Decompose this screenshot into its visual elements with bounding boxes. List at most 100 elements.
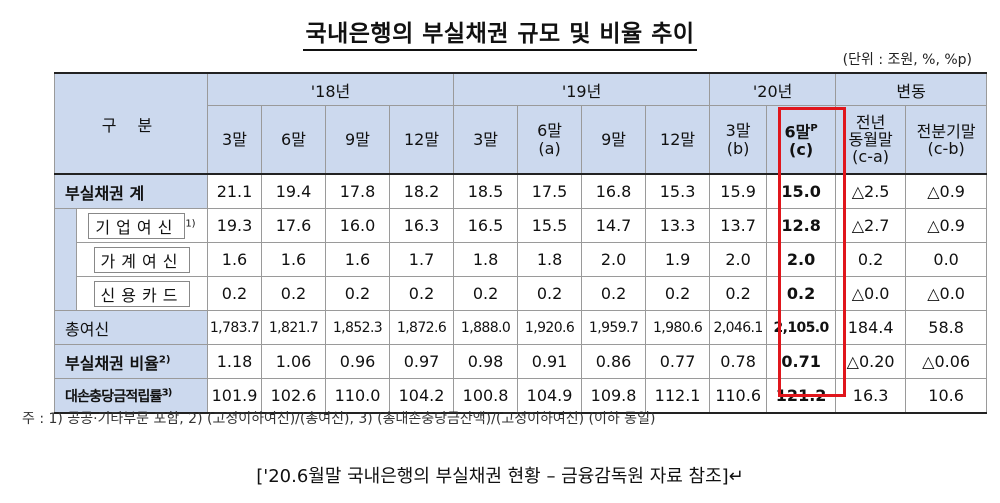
table-cell: 2.0 [709, 242, 768, 277]
table-cell: △0.20 [835, 344, 907, 379]
table-cell: 16.0 [325, 208, 390, 243]
column-header-superscript: P [810, 122, 818, 134]
table-cell: 0.2 [325, 276, 390, 311]
indent-cell [54, 276, 77, 311]
table-cell: 100.8 [453, 378, 519, 414]
footnote: 주 : 1) 공공·기타부문 포함, 2) (고정이하여신)/(총여신), 3)… [22, 411, 656, 427]
change-column-header: 전년 동월말 (c-a) [835, 105, 907, 175]
table-cell: 13.3 [645, 208, 711, 243]
column-header-label: 3말 [222, 129, 247, 149]
table-cell: 1.8 [453, 242, 519, 277]
table-cell: 16.5 [453, 208, 519, 243]
table-cell: △0.9 [905, 173, 988, 209]
table-cell: 12.8 [766, 208, 837, 243]
row-label-superscript: 3) [161, 386, 173, 398]
table-cell: 0.2 [388, 276, 455, 311]
table-cell: △2.5 [835, 173, 907, 209]
table-cell: △0.0 [835, 276, 907, 311]
row-label-superscript: 1) [185, 218, 196, 230]
table-cell: 16.8 [581, 173, 647, 209]
table-cell: 110.6 [709, 378, 768, 414]
table-cell: 104.2 [388, 378, 455, 414]
table-cell: 2,105.0 [766, 310, 837, 345]
table-cell: 1.6 [261, 242, 326, 277]
table-cell: 58.8 [905, 310, 988, 345]
table-row: 신용카드 0.2 0.2 0.2 0.2 0.2 0.2 0.2 0.2 0.2 0.2 △0.0 △0… [54, 276, 988, 311]
column-header-note: (a) [538, 138, 561, 158]
table-cell: 102.6 [261, 378, 326, 414]
change-column-header: 전분기말 (c-b) [905, 105, 988, 175]
table-cell: △0.06 [905, 344, 988, 379]
row-label: 기업여신 1) [76, 208, 208, 243]
column-header: 12말 [645, 105, 711, 175]
table-cell: 1.7 [388, 242, 455, 277]
table-cell: 1.9 [645, 242, 711, 277]
indent-cell [54, 242, 77, 277]
column-header: 12말 [388, 105, 455, 175]
column-header-label: 6말 [784, 122, 811, 142]
column-header: 6말 [261, 105, 326, 175]
year-2018-header: '18년 [206, 72, 455, 106]
table-cell: 0.2 [207, 276, 262, 311]
table-cell: 21.1 [207, 173, 262, 209]
table-cell: 1,852.3 [325, 310, 390, 345]
table-cell: 10.6 [905, 378, 988, 414]
table-cell: 0.2 [517, 276, 583, 311]
table-row: 기업여신 1) 19.3 17.6 16.0 16.3 16.5 15.5 14.7 13.3 13… [54, 208, 988, 243]
row-label: 부실채권 비율2) [54, 344, 208, 379]
table-cell: 2.0 [766, 242, 837, 277]
table-cell: 0.91 [517, 344, 583, 379]
table-cell: 14.7 [581, 208, 647, 243]
table-cell: 0.86 [581, 344, 647, 379]
table-cell: 15.3 [645, 173, 711, 209]
table-cell: 19.4 [261, 173, 326, 209]
table-cell: 17.8 [325, 173, 390, 209]
table-cell: 15.0 [766, 173, 837, 209]
row-label: 신용카드 [76, 276, 208, 311]
table-cell: 15.5 [517, 208, 583, 243]
table-cell: 1,872.6 [388, 310, 455, 345]
figure-caption: ['20.6월말 국내은행의 부실채권 현황 – 금융감독원 자료 참조]↵ [256, 466, 744, 487]
table-row: 부실채권 계 21.1 19.4 17.8 18.2 18.5 17.5 16.8 15.3 15… [54, 173, 988, 209]
table-cell: 0.2 [835, 242, 907, 277]
column-header-label: 6말 [281, 129, 306, 149]
column-header-note: (b) [726, 138, 750, 158]
table-cell: 18.5 [453, 173, 519, 209]
table-cell: 1.8 [517, 242, 583, 277]
column-header: 9말 [581, 105, 647, 175]
table-cell: 0.2 [453, 276, 519, 311]
table-cell: 16.3 [388, 208, 455, 243]
table-row: 총여신 1,783.7 1,821.7 1,852.3 1,872.6 1,888.0 1,… [54, 310, 988, 345]
table-cell: 15.9 [709, 173, 768, 209]
table-title: 국내은행의 부실채권 규모 및 비율 추이 [0, 14, 1000, 51]
column-header-label: 3말 [473, 129, 498, 149]
row-label-text: 대손충당금적립률 [65, 388, 162, 405]
column-header: 6말P (c) [766, 105, 837, 175]
column-header: 9말 [325, 105, 390, 175]
column-header: 3말 [453, 105, 519, 175]
column-header-label: 9말 [601, 129, 626, 149]
table-cell: △0.9 [905, 208, 988, 243]
table-cell: 16.3 [835, 378, 907, 414]
column-header-label: 12말 [660, 129, 696, 149]
nonperforming-loans-table: 구 분 '18년 '19년 '20년 변동 3말 6말 9말 12말 3말 6말 (a) 9말… [54, 72, 988, 414]
table-cell: 1.6 [207, 242, 262, 277]
indent-cell [54, 208, 77, 243]
table-cell: 2.0 [581, 242, 647, 277]
table-cell: 0.2 [645, 276, 711, 311]
row-label-text: 가계여신 [93, 246, 191, 273]
category-header: 구 분 [54, 72, 208, 175]
table-cell: 1,888.0 [453, 310, 519, 345]
row-label: 대손충당금적립률3) [54, 378, 208, 414]
table-cell: 0.77 [645, 344, 711, 379]
table-cell: 0.71 [766, 344, 837, 379]
unit-label: (단위 : 조원, %, %p) [842, 52, 972, 68]
row-label: 가계여신 [76, 242, 208, 277]
table-cell: 1.06 [261, 344, 326, 379]
table-cell: 1,980.6 [645, 310, 711, 345]
row-label: 총여신 [54, 310, 208, 345]
table-row: 부실채권 비율2) 1.18 1.06 0.96 0.97 0.98 0.91 0.86 0.7… [54, 344, 988, 379]
table-cell: 1.6 [325, 242, 390, 277]
table-cell: △0.0 [905, 276, 988, 311]
change-header: 변동 [835, 72, 988, 106]
